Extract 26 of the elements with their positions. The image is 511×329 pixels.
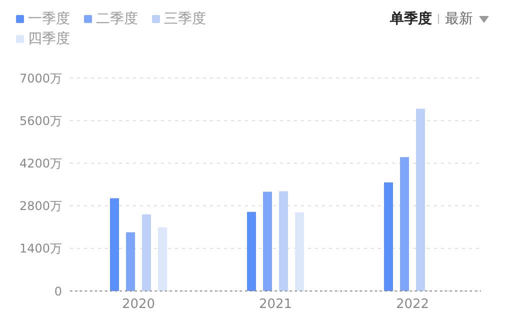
bar [263, 192, 272, 291]
bar [279, 191, 288, 291]
bar [158, 227, 167, 291]
bar [295, 212, 304, 291]
legend-label: 四季度 [27, 30, 70, 48]
x-tick-label: 2020 [122, 297, 156, 312]
bar [384, 182, 393, 291]
y-tick-label: 1400万 [19, 242, 62, 256]
legend-label: 三季度 [163, 10, 206, 28]
legend-label: 二季度 [95, 10, 138, 28]
bar [126, 232, 135, 291]
x-tick-label: 2021 [258, 297, 292, 312]
legend-label: 一季度 [27, 10, 70, 28]
y-tick-label: 7000万 [19, 71, 62, 86]
bar [416, 108, 425, 291]
y-tick-label: 2800万 [19, 199, 62, 214]
bar [247, 212, 256, 291]
bar [142, 214, 151, 291]
x-tick-label: 2022 [396, 297, 430, 312]
y-tick-label: 0 [54, 284, 62, 298]
text: 最新 [445, 10, 473, 28]
bar [110, 198, 119, 291]
text: 单季度 [390, 10, 432, 28]
bar [400, 157, 409, 291]
y-tick-label: 5600万 [19, 114, 62, 128]
y-tick-label: 4200万 [19, 156, 62, 170]
